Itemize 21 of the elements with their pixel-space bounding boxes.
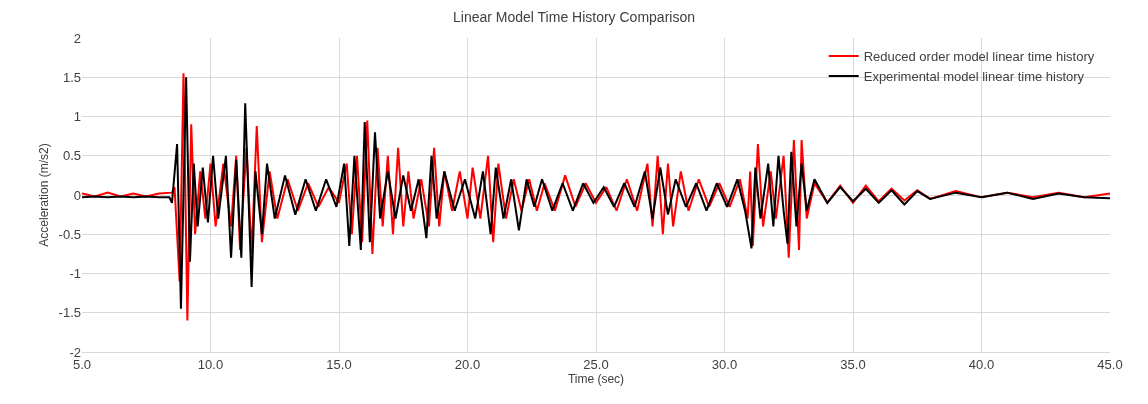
x-tick-label: 20.0 bbox=[454, 356, 481, 372]
y-tick-label: 1.5 bbox=[62, 69, 81, 85]
y-axis-title: Acceleration (m/s2) bbox=[37, 143, 51, 247]
y-tick-label: 0.5 bbox=[62, 148, 81, 164]
x-tick-label: 10.0 bbox=[197, 356, 224, 372]
legend-label: Experimental model linear time history bbox=[863, 69, 1085, 85]
y-tick-label: 1 bbox=[73, 109, 81, 125]
y-tick-label: -0.5 bbox=[58, 226, 81, 242]
x-tick-label: 45.0 bbox=[1097, 356, 1123, 372]
x-tick-label: 30.0 bbox=[711, 356, 738, 372]
y-tick-label: -1.5 bbox=[58, 305, 81, 321]
chart-title: Linear Model Time History Comparison bbox=[453, 8, 695, 25]
y-tick-label: 2 bbox=[73, 30, 81, 46]
y-tick-label: -1 bbox=[69, 266, 81, 282]
y-tick-label: 0 bbox=[73, 187, 81, 203]
x-axis-title: Time (sec) bbox=[567, 372, 625, 387]
x-tick-label: 40.0 bbox=[968, 356, 995, 372]
x-tick-label: 35.0 bbox=[840, 356, 866, 372]
x-tick-label: 15.0 bbox=[326, 356, 352, 372]
x-tick-label: 25.0 bbox=[583, 356, 609, 372]
legend-label: Reduced order model linear time history bbox=[863, 49, 1095, 65]
